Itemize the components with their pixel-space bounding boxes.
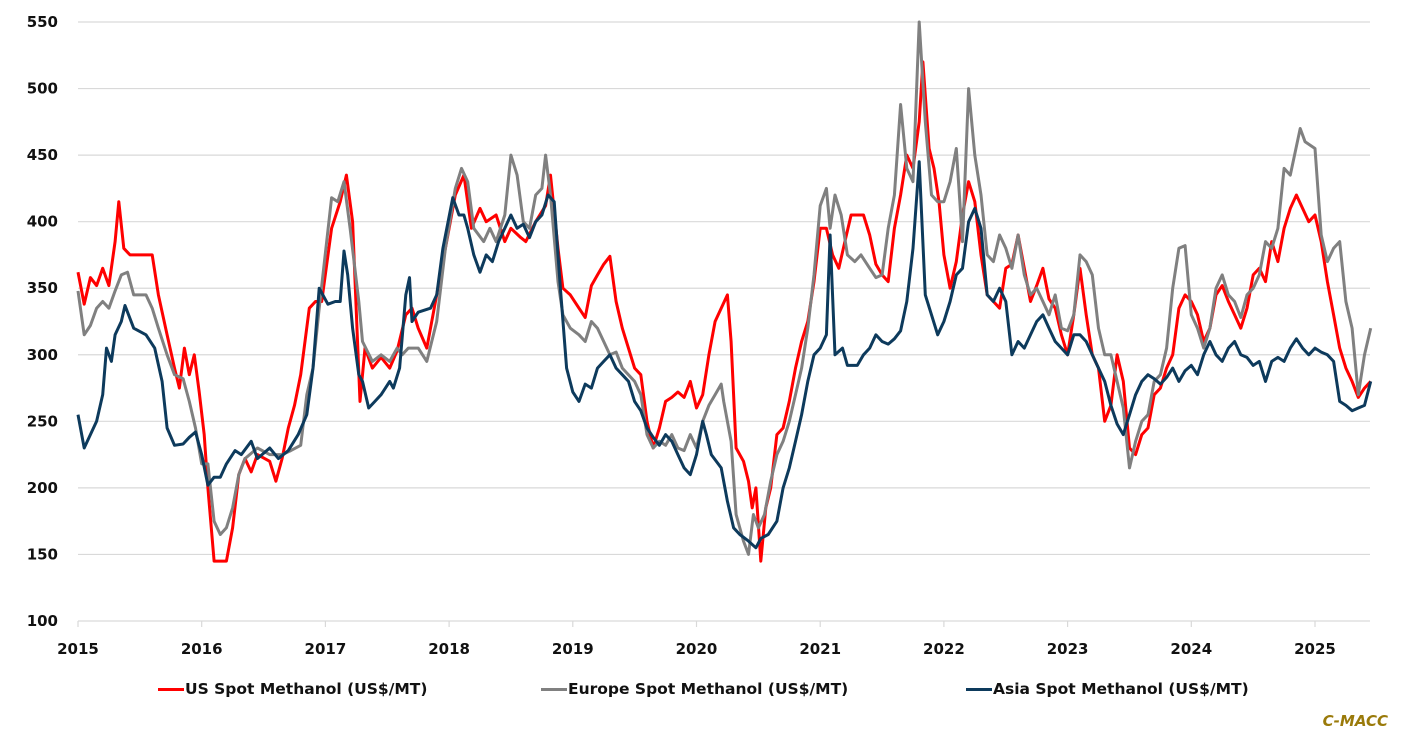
gridlines	[78, 21, 1370, 622]
y-tick-label: 450	[27, 146, 58, 164]
source-label: C-MACC	[1322, 712, 1388, 730]
y-tick-label: 550	[27, 13, 58, 31]
y-tick-label: 150	[27, 545, 58, 563]
y-tick-label: 300	[27, 346, 58, 364]
x-tick-label: 2022	[923, 640, 965, 658]
x-axis-ticks: 2015 2016 2017 2018 2019 2020 2021 2022 2023 2024…	[57, 621, 1336, 658]
x-tick-label: 2023	[1047, 640, 1089, 658]
x-tick-label: 2021	[799, 640, 841, 658]
y-tick-label: 500	[27, 80, 58, 98]
y-tick-label: 250	[27, 412, 58, 430]
x-tick-label: 2016	[181, 640, 223, 658]
y-tick-label: 100	[27, 612, 58, 630]
legend-item-us: US Spot Methanol (US$/MT)	[158, 680, 427, 698]
x-tick-label: 2017	[305, 640, 347, 658]
series-lines	[76, 20, 1373, 563]
legend-item-asia: Asia Spot Methanol (US$/MT)	[966, 680, 1249, 698]
legend-swatch-us	[158, 687, 184, 691]
y-tick-label: 350	[27, 279, 58, 297]
legend-item-europe: Europe Spot Methanol (US$/MT)	[541, 680, 848, 698]
legend-label-asia: Asia Spot Methanol (US$/MT)	[993, 680, 1249, 698]
x-tick-label: 2024	[1170, 640, 1212, 658]
x-tick-label: 2019	[552, 640, 594, 658]
legend-swatch-asia	[966, 687, 992, 691]
legend-label-europe: Europe Spot Methanol (US$/MT)	[568, 680, 849, 698]
asia-spot-methanol-line	[76, 160, 1373, 550]
x-tick-label: 2015	[57, 640, 99, 658]
y-tick-label: 400	[27, 213, 58, 231]
x-tick-label: 2018	[428, 640, 470, 658]
y-axis-ticks: 100 150 200 250 300 350 400 450 500 550	[27, 13, 58, 630]
legend-label-us: US Spot Methanol (US$/MT)	[185, 680, 428, 698]
legend: US Spot Methanol (US$/MT) Europe Spot Me…	[0, 680, 1406, 704]
x-tick-label: 2025	[1294, 640, 1336, 658]
legend-swatch-europe	[541, 687, 567, 691]
x-tick-label: 2020	[676, 640, 718, 658]
y-tick-label: 200	[27, 479, 58, 497]
us-spot-methanol-line	[76, 60, 1372, 563]
